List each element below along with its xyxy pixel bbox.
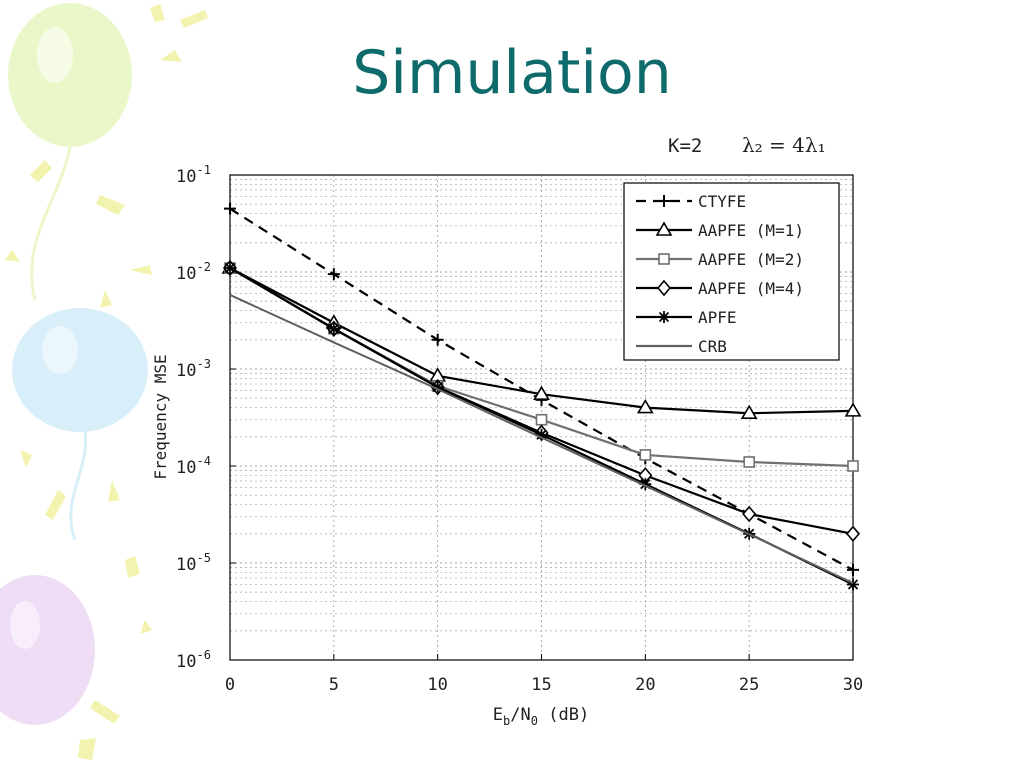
legend-item: AAPFE (M=2)	[636, 250, 804, 269]
legend-box	[623, 182, 840, 361]
legend-label: AAPFE (M=4)	[698, 279, 804, 298]
legend-label: CTYFE	[698, 192, 746, 211]
slide-title: Simulation	[352, 38, 672, 108]
x-axis-label-sub1: b	[503, 714, 510, 728]
x-tick-label: 0	[225, 675, 235, 695]
data-point-star	[658, 311, 670, 323]
legend-item: AAPFE (M=1)	[636, 221, 804, 240]
x-tick-label: 15	[531, 675, 551, 695]
data-point-star	[847, 578, 859, 591]
legend-label: AAPFE (M=2)	[698, 250, 804, 269]
y-tick-label: 10-1	[176, 163, 211, 187]
x-axis-label: Eb/N0 (dB)	[493, 705, 589, 728]
legend-items: CTYFE AAPFE (M=1) AAPFE (M=2) AAPFE (M=4) AP…	[636, 192, 804, 356]
series-5	[229, 294, 854, 585]
data-point-star	[431, 381, 444, 394]
legend-label: APFE	[698, 308, 737, 327]
green-balloon-icon	[8, 3, 132, 301]
legend: CTYFE AAPFE (M=1) AAPFE (M=2) AAPFE (M=4) AP…	[623, 182, 840, 361]
y-tick-label: 10-4	[176, 454, 211, 478]
data-point-star	[535, 428, 548, 441]
x-tick-label: 20	[635, 675, 655, 695]
legend-item: APFE	[636, 308, 737, 327]
y-tick-label: 10-6	[176, 648, 211, 672]
data-point-square	[847, 460, 859, 472]
data-point-diamond	[742, 505, 757, 523]
x-axis-label-main: E	[493, 705, 503, 725]
legend-item: CRB	[636, 337, 727, 356]
data-point-square	[743, 456, 755, 468]
x-tick-label: 10	[427, 675, 447, 695]
legend-label: CRB	[698, 337, 727, 356]
confetti-icon	[5, 4, 208, 760]
annotation-lambda: λ₂ = 4λ₁	[742, 133, 826, 157]
legend-label: AAPFE (M=1)	[698, 221, 804, 240]
data-point-plus	[327, 268, 340, 281]
legend-item: CTYFE	[636, 192, 746, 211]
x-tick-label: 5	[329, 675, 339, 695]
data-point-plus	[224, 202, 236, 215]
y-tick-label: 10-3	[176, 357, 211, 381]
y-axis-label: Frequency MSE	[151, 354, 170, 479]
purple-balloon-icon	[0, 575, 95, 725]
data-point-star	[224, 261, 236, 274]
data-point-diamond	[656, 279, 672, 297]
data-point-triangle	[533, 385, 550, 400]
x-axis-label-sub2: 0	[531, 714, 538, 728]
y-tick-label: 10-5	[176, 551, 211, 575]
data-point-plus	[847, 563, 859, 576]
series-line	[229, 294, 854, 585]
data-point-triangle	[636, 399, 654, 414]
data-point-square	[639, 449, 652, 461]
data-point-square	[535, 413, 548, 426]
blue-balloon-icon	[12, 308, 148, 541]
series-layer	[221, 202, 862, 591]
data-point-triangle	[740, 404, 758, 420]
data-point-triangle	[655, 221, 673, 236]
data-point-plus	[431, 333, 444, 346]
data-point-plus	[658, 195, 670, 207]
x-axis-label-mid: /N	[510, 705, 530, 725]
x-axis-label-tail: (dB)	[538, 705, 589, 725]
data-point-star	[327, 322, 340, 335]
data-point-triangle	[844, 402, 862, 417]
annotation-k: K=2	[668, 135, 702, 157]
data-point-diamond	[845, 525, 861, 543]
x-tick-label: 25	[739, 675, 759, 695]
x-tick-label: 30	[843, 675, 863, 695]
data-point-star	[639, 478, 652, 491]
y-tick-label: 10-2	[176, 260, 211, 284]
legend-item: AAPFE (M=4)	[636, 279, 804, 298]
data-point-square	[658, 253, 670, 265]
axis-ticks: 0 5 10 15 20 25 30 10-1 10-2 10-3 10-4 10-5 10-6	[176, 163, 863, 695]
